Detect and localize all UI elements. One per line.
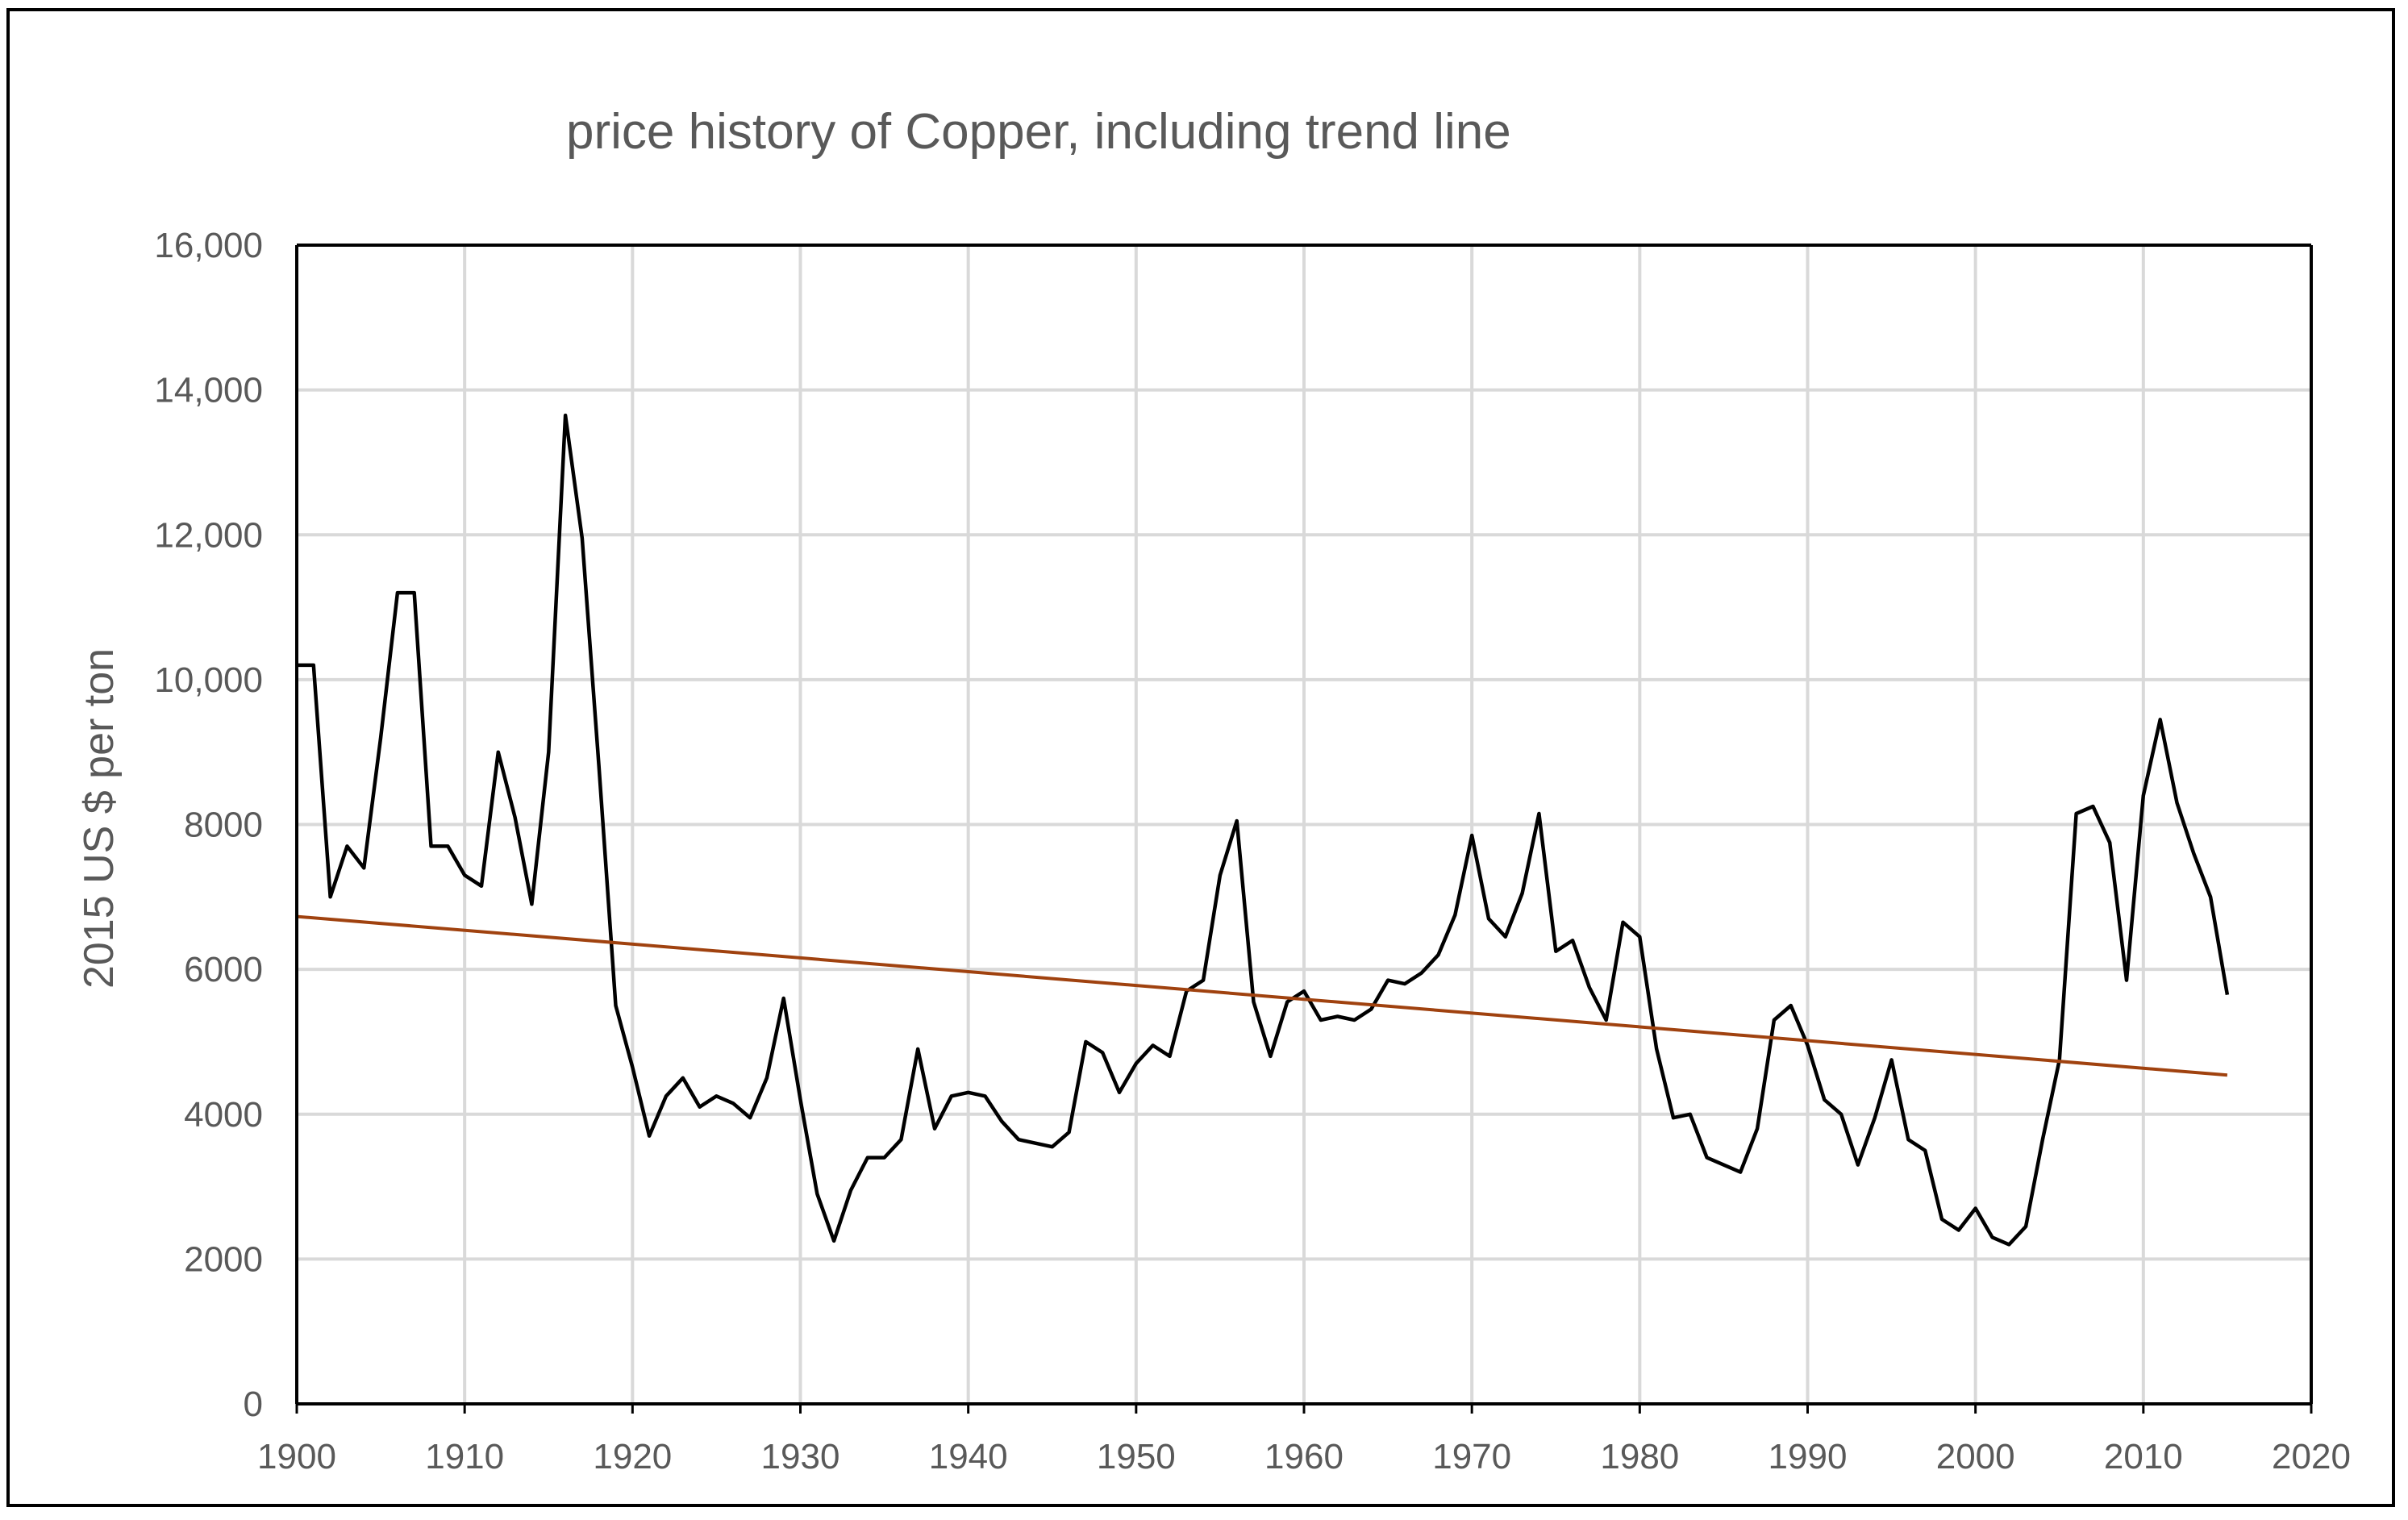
- x-tick-label: 1920: [593, 1437, 672, 1476]
- y-axis-label: 2015 US $ per ton: [76, 648, 123, 989]
- x-tick-label: 1960: [1264, 1437, 1344, 1476]
- y-tick-label: 14,000: [154, 371, 263, 410]
- series-layer: [296, 413, 2230, 1247]
- x-tick-label: 2000: [1936, 1437, 2015, 1476]
- chart-title: price history of Copper, including trend…: [566, 104, 1511, 160]
- y-tick-label: 4000: [184, 1095, 263, 1135]
- x-tick-label: 1910: [425, 1437, 504, 1476]
- y-tick-label: 16,000: [154, 226, 263, 265]
- y-tick-label: 10,000: [154, 660, 263, 700]
- x-tick-label: 1970: [1432, 1437, 1511, 1476]
- gridlines: [295, 244, 2313, 1405]
- y-axis-ticks: 0 2000 4000 6000 8000 10,000 12,000 14,000 16,00…: [154, 226, 263, 1424]
- trend-line: [296, 914, 2228, 1077]
- x-tick-label: 1990: [1769, 1437, 1848, 1476]
- chart: price history of Copper, including trend…: [76, 104, 2351, 1476]
- x-tick-label: 1900: [257, 1437, 336, 1476]
- x-tick-label: 1980: [1600, 1437, 1679, 1476]
- x-tick-label: 2010: [2104, 1437, 2183, 1476]
- x-axis-ticks: 1900 1910 1920 1930 1940 1950 1960 1970 1980 1990…: [257, 1404, 2351, 1476]
- y-tick-label: 12,000: [154, 515, 263, 555]
- y-tick-label: 8000: [184, 806, 263, 845]
- chart-frame: price history of Copper, including trend…: [6, 8, 2395, 1507]
- price-series-line: [297, 413, 2230, 1247]
- y-tick-label: 0: [244, 1385, 263, 1424]
- x-tick-label: 1950: [1097, 1437, 1176, 1476]
- x-tick-label: 2020: [2272, 1437, 2351, 1476]
- y-tick-label: 6000: [184, 950, 263, 989]
- x-tick-label: 1940: [929, 1437, 1008, 1476]
- x-tick-label: 1930: [761, 1437, 840, 1476]
- y-tick-label: 2000: [184, 1239, 263, 1279]
